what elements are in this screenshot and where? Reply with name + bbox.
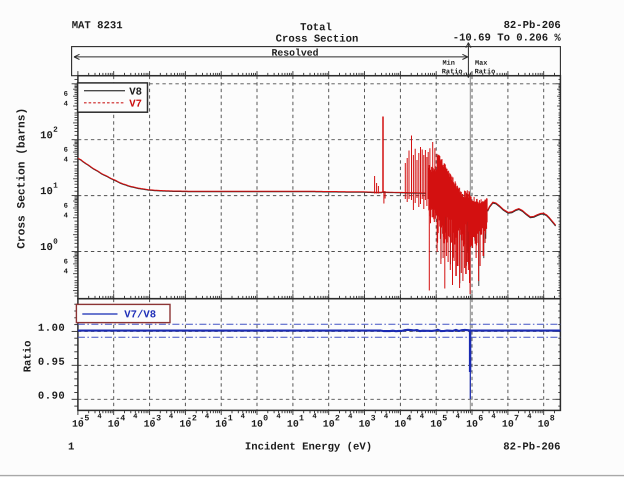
svg-text:4: 4 (527, 413, 532, 421)
svg-text:4: 4 (384, 413, 389, 421)
svg-text:10: 10 (215, 419, 227, 430)
svg-text:4: 4 (276, 413, 281, 421)
svg-text:2: 2 (53, 126, 58, 135)
svg-text:10: 10 (108, 419, 120, 430)
svg-text:Ratio: Ratio (475, 68, 496, 76)
svg-text:4: 4 (420, 413, 425, 421)
svg-text:10: 10 (287, 419, 299, 430)
svg-text:8: 8 (550, 414, 555, 423)
svg-text:4: 4 (491, 413, 496, 421)
svg-text:6: 6 (64, 147, 68, 155)
svg-text:0: 0 (53, 238, 58, 247)
svg-text:10: 10 (394, 419, 406, 430)
svg-text:10: 10 (40, 242, 53, 254)
svg-text:Total: Total (300, 22, 332, 34)
svg-text:4: 4 (241, 413, 246, 421)
svg-text:-1: -1 (223, 414, 233, 423)
svg-text:V8: V8 (129, 87, 142, 99)
svg-text:10: 10 (72, 419, 84, 430)
svg-text:0: 0 (263, 414, 268, 423)
svg-text:V7/V8: V7/V8 (124, 309, 156, 321)
svg-text:10: 10 (323, 419, 335, 430)
svg-text:4: 4 (97, 413, 102, 421)
svg-text:Max: Max (475, 60, 487, 68)
svg-text:1: 1 (299, 414, 304, 423)
svg-text:Ratio: Ratio (23, 341, 35, 373)
svg-text:Ratio: Ratio (442, 68, 463, 76)
svg-text:10: 10 (144, 419, 156, 430)
svg-text:0.90: 0.90 (38, 391, 65, 403)
svg-text:82-Pb-206: 82-Pb-206 (503, 441, 560, 453)
svg-text:Cross Section (barns): Cross Section (barns) (16, 108, 29, 249)
svg-text:4: 4 (64, 101, 69, 109)
svg-text:7: 7 (514, 414, 519, 423)
svg-text:-4: -4 (115, 414, 125, 423)
svg-text:1: 1 (53, 182, 58, 191)
svg-text:V7: V7 (129, 99, 142, 111)
svg-text:4: 4 (406, 414, 411, 423)
svg-text:MAT 8231: MAT 8231 (72, 20, 123, 32)
svg-text:Cross Section: Cross Section (276, 34, 359, 46)
svg-text:Resolved: Resolved (271, 48, 318, 59)
svg-text:2: 2 (335, 414, 340, 423)
svg-text:10: 10 (466, 419, 478, 430)
svg-text:0.95: 0.95 (38, 357, 65, 369)
svg-text:-3: -3 (151, 414, 161, 423)
svg-text:4: 4 (205, 413, 210, 421)
svg-text:4: 4 (312, 413, 317, 421)
svg-text:4: 4 (64, 156, 69, 164)
svg-text:4: 4 (169, 413, 174, 421)
svg-text:10: 10 (538, 419, 550, 430)
svg-text:1: 1 (68, 442, 74, 454)
svg-text:10: 10 (359, 419, 371, 430)
svg-text:4: 4 (64, 212, 69, 220)
svg-text:4: 4 (348, 413, 353, 421)
svg-text:5: 5 (442, 414, 447, 423)
svg-text:10: 10 (179, 419, 191, 430)
svg-text:10: 10 (430, 419, 442, 430)
svg-text:-10.69 To 0.206 %: -10.69 To 0.206 % (453, 32, 562, 44)
svg-text:4: 4 (456, 413, 461, 421)
svg-text:82-Pb-206: 82-Pb-206 (504, 20, 561, 32)
svg-text:10: 10 (502, 419, 514, 430)
svg-text:Min: Min (442, 60, 454, 68)
svg-text:10: 10 (40, 130, 53, 142)
svg-text:-2: -2 (187, 414, 197, 423)
svg-text:-5: -5 (79, 414, 89, 423)
svg-text:3: 3 (371, 414, 376, 423)
svg-text:1.00: 1.00 (38, 323, 65, 335)
svg-text:6: 6 (64, 91, 68, 99)
svg-text:6: 6 (64, 203, 68, 211)
svg-text:Incident Energy (eV): Incident Energy (eV) (245, 441, 372, 453)
svg-text:10: 10 (251, 419, 263, 430)
svg-text:10: 10 (40, 186, 53, 198)
svg-text:4: 4 (64, 268, 69, 276)
svg-text:6: 6 (64, 258, 68, 266)
svg-text:6: 6 (478, 414, 483, 423)
svg-text:4: 4 (133, 413, 138, 421)
